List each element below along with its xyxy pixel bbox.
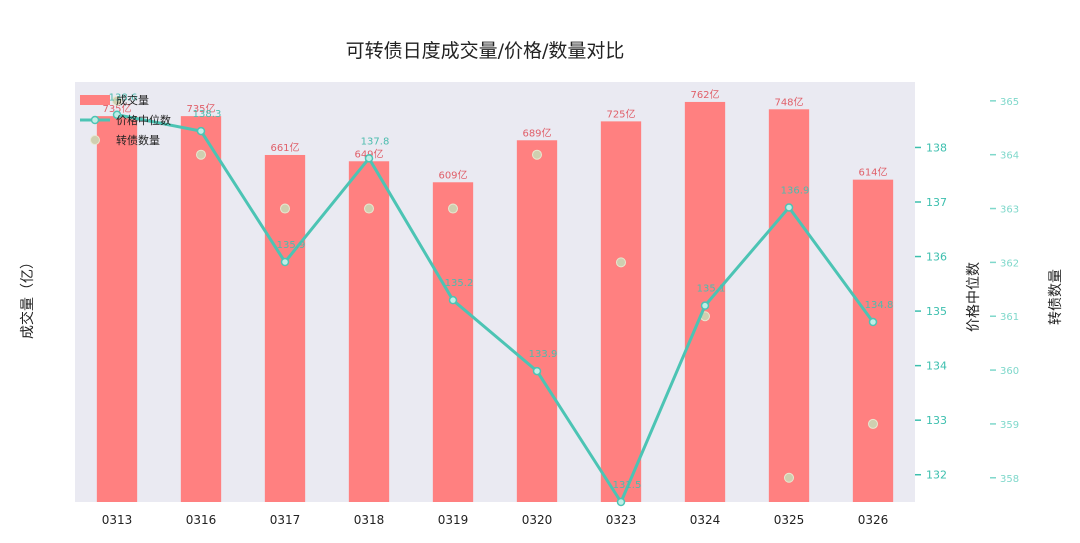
y2-tick-137: 137 (926, 196, 947, 209)
price-label-0320: 133.9 (529, 349, 558, 360)
bar-labels-group: 735亿 735亿 661亿 649亿 609亿 689亿 725亿 762亿 748亿 614亿 (102, 88, 887, 181)
bar-label-0313: 735亿 (102, 102, 131, 115)
y-axis-title: 成交量（亿） (19, 255, 36, 339)
x-tick-0317: 0317 (270, 513, 301, 527)
price-label-0316: 138.3 (193, 109, 222, 120)
count-point-0316 (196, 149, 206, 160)
bars-group (96, 101, 894, 503)
bar-0323 (600, 121, 642, 502)
price-label-0326: 134.8 (865, 300, 894, 311)
y2-tick-132: 132 (926, 469, 947, 482)
y3-tick-360: 360 (1000, 366, 1019, 377)
price-label-0324: 135.1 (697, 284, 726, 295)
price-point-0316 (196, 126, 206, 136)
bar-0316 (180, 116, 222, 502)
price-label-0317: 135.9 (277, 240, 306, 251)
price-point-0326 (868, 317, 878, 327)
bar-0326 (852, 179, 894, 502)
price-point-0318 (364, 154, 374, 163)
chart-title: 可转债日度成交量/价格/数量对比 (346, 40, 625, 62)
bar-0320 (516, 140, 558, 502)
bar-0318 (348, 161, 390, 502)
y3-tick-365: 365 (1000, 97, 1019, 108)
x-tick-0313: 0313 (102, 513, 133, 527)
y3-tick-364: 364 (1000, 151, 1019, 162)
count-point-0320 (532, 149, 542, 160)
price-label-0323: 131.5 (613, 480, 642, 491)
price-point-0324 (700, 301, 710, 310)
x-ticks-group: 0313 0316 0317 0318 0319 0320 0323 0324 0325 0326 (102, 513, 889, 527)
x-tick-0326: 0326 (858, 513, 889, 527)
scatter-group (112, 95, 878, 483)
y2-tick-135: 135 (926, 305, 947, 318)
bar-0325 (768, 109, 810, 503)
bar-label-0323: 725亿 (606, 107, 635, 120)
y3-tick-363: 363 (1000, 205, 1019, 216)
count-point-0323 (616, 257, 626, 268)
count-point-0326 (868, 418, 878, 429)
y2-tick-138: 138 (926, 141, 947, 154)
bar-label-0318: 649亿 (354, 147, 383, 160)
bar-0319 (432, 182, 474, 502)
legend-label-count: 转债数量 (116, 133, 160, 147)
legend-swatch-price-marker (90, 115, 100, 125)
bar-label-0324: 762亿 (690, 88, 719, 101)
y3-tick-361: 361 (1000, 312, 1019, 323)
bar-label-0316: 735亿 (186, 102, 215, 115)
x-tick-0324: 0324 (690, 513, 721, 527)
x-tick-0323: 0323 (606, 513, 637, 527)
price-point-0323 (616, 497, 626, 507)
y2-ticks-group: 132 133 134 135 136 137 138 (915, 141, 947, 482)
price-point-0320 (532, 366, 542, 376)
bar-label-0320: 689亿 (522, 126, 551, 139)
legend-label-volume: 成交量 (116, 93, 149, 107)
y2-axis-title: 价格中位数 (966, 262, 982, 332)
x-tick-0316: 0316 (186, 513, 217, 527)
x-tick-0318: 0318 (354, 513, 385, 527)
price-label-0318: 137.8 (361, 136, 390, 147)
price-line (116, 113, 875, 504)
y2-tick-136: 136 (926, 251, 947, 264)
bar-label-0326: 614亿 (858, 166, 887, 179)
y3-ticks-group: 358 359 360 361 362 363 364 365 (990, 97, 1019, 485)
y2-tick-133: 133 (926, 414, 947, 427)
x-tick-0320: 0320 (522, 513, 553, 527)
bar-label-0317: 661亿 (270, 141, 299, 154)
price-point-0325 (784, 203, 794, 212)
y3-axis-title: 转债数量 (1048, 269, 1064, 325)
price-point-0319 (448, 295, 458, 305)
count-point-0318 (364, 203, 374, 214)
price-point-0317 (280, 257, 290, 267)
y3-tick-358: 358 (1000, 474, 1019, 485)
count-point-0319 (448, 203, 458, 214)
bar-0313 (96, 116, 138, 502)
price-labels-group: 138.6 138.3 135.9 137.8 135.2 133.9 131.5 135.1… (109, 93, 894, 491)
bar-label-0325: 748亿 (774, 95, 803, 108)
price-point-0313 (112, 110, 122, 119)
price-label-0319: 135.2 (445, 278, 474, 289)
legend-swatch-count (90, 135, 100, 145)
x-tick-0319: 0319 (438, 513, 469, 527)
bar-label-0319: 609亿 (438, 168, 467, 181)
price-label-0313: 138.6 (109, 93, 138, 104)
line-group (112, 110, 878, 507)
count-point-0313 (112, 95, 122, 106)
price-label-0325: 136.9 (781, 185, 810, 196)
y3-tick-362: 362 (1000, 258, 1019, 269)
legend-swatch-volume (80, 95, 110, 105)
x-tick-0325: 0325 (774, 513, 805, 527)
legend-label-price: 价格中位数 (116, 113, 171, 127)
y2-tick-134: 134 (926, 360, 947, 373)
y3-tick-359: 359 (1000, 420, 1019, 431)
count-point-0325 (784, 472, 794, 483)
count-point-0317 (280, 203, 290, 214)
